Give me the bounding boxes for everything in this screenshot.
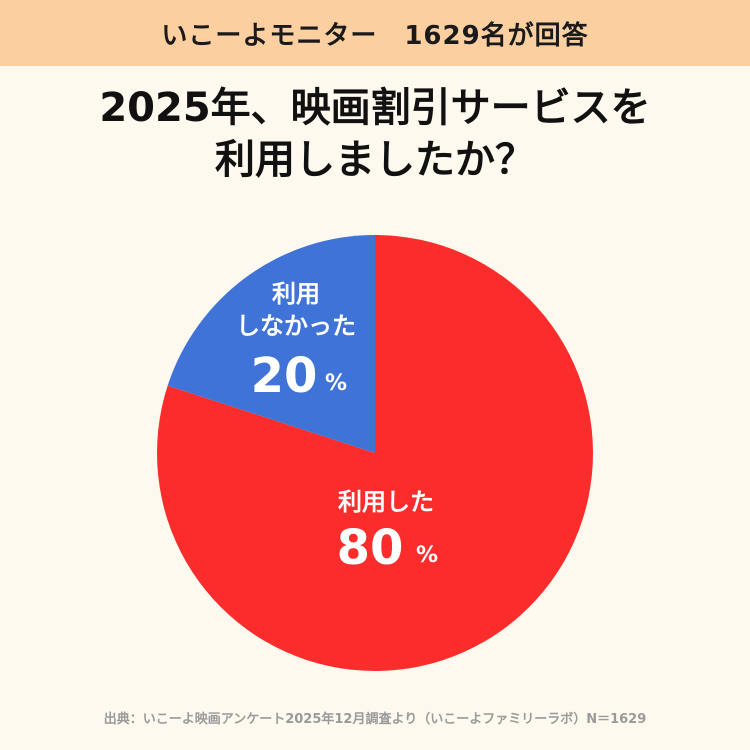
survey-banner: いこーよモニター 1629名が回答 (0, 0, 750, 66)
source-note: 出典：いこーよ映画アンケート2025年12月調査より（いこーよファミリーラボ）N… (103, 712, 647, 727)
pie-slice-used (157, 235, 594, 671)
pie-slices (157, 234, 594, 671)
banner-text: いこーよモニター 1629名が回答 (161, 20, 589, 51)
slice-label-not-used-line-2: しなかった (236, 312, 356, 340)
slice-value-not-used: 20 (251, 348, 318, 404)
slice-unit-not-used: % (325, 371, 347, 396)
slice-unit-used: % (416, 543, 438, 568)
chart-title: 2025年、映画割引サービスを 利用しましたか？ (0, 82, 750, 186)
chart-title-line-1: 2025年、映画割引サービスを (99, 85, 651, 131)
slice-value-used: 80 (337, 520, 404, 576)
slice-label-not-used-line-1: 利用 (272, 280, 320, 308)
slice-label-used-line-1: 利用した (338, 488, 434, 516)
pie-slice-not-used (167, 234, 375, 453)
slice-label-used: 利用した 80 % (337, 488, 438, 576)
slice-label-not-used: 利用 しなかった 20 % (236, 280, 356, 404)
chart-title-line-2: 利用しましたか？ (215, 137, 535, 183)
